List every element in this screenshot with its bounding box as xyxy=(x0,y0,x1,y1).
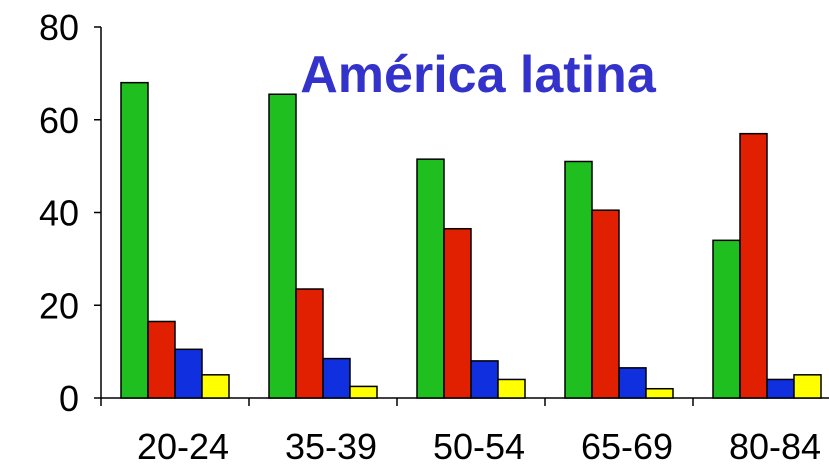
bar-20-24-series-3 xyxy=(175,349,202,398)
bar-50-54-series-2 xyxy=(444,229,471,398)
bar-50-54-series-4 xyxy=(498,379,525,398)
bar-65-69-series-4 xyxy=(646,389,673,398)
x-category-label: 65-69 xyxy=(581,426,673,466)
bar-80-84-series-4 xyxy=(794,375,821,398)
y-tick-label: 40 xyxy=(39,193,79,234)
bar-35-39-series-1 xyxy=(269,94,296,398)
bar-65-69-series-2 xyxy=(592,210,619,398)
bar-20-24-series-2 xyxy=(148,321,175,398)
bar-65-69-series-1 xyxy=(565,161,592,398)
x-category-label: 20-24 xyxy=(137,426,229,466)
y-ticks: 0 20 40 60 80 xyxy=(39,7,101,419)
chart-title: América latina xyxy=(300,46,657,104)
bar-65-69-series-3 xyxy=(619,368,646,398)
x-category-label: 80-84 xyxy=(729,426,821,466)
bar-80-84-series-3 xyxy=(767,379,794,398)
y-tick-label: 80 xyxy=(39,7,79,48)
bar-35-39-series-4 xyxy=(350,386,377,398)
bar-50-54-series-3 xyxy=(471,361,498,398)
y-tick-label: 0 xyxy=(59,378,79,419)
bar-35-39-series-3 xyxy=(323,359,350,398)
x-ticks: 20-24 35-39 50-54 65-69 80-84 xyxy=(101,398,821,466)
bar-35-39-series-2 xyxy=(296,289,323,398)
bar-80-84-series-1 xyxy=(713,240,740,398)
bar-50-54-series-1 xyxy=(417,159,444,398)
bar-20-24-series-4 xyxy=(202,375,229,398)
bar-20-24-series-1 xyxy=(121,83,148,398)
bars xyxy=(121,83,821,398)
x-category-label: 35-39 xyxy=(285,426,377,466)
bar-80-84-series-2 xyxy=(740,134,767,398)
x-category-label: 50-54 xyxy=(433,426,525,466)
y-tick-label: 20 xyxy=(39,285,79,326)
y-tick-label: 60 xyxy=(39,100,79,141)
